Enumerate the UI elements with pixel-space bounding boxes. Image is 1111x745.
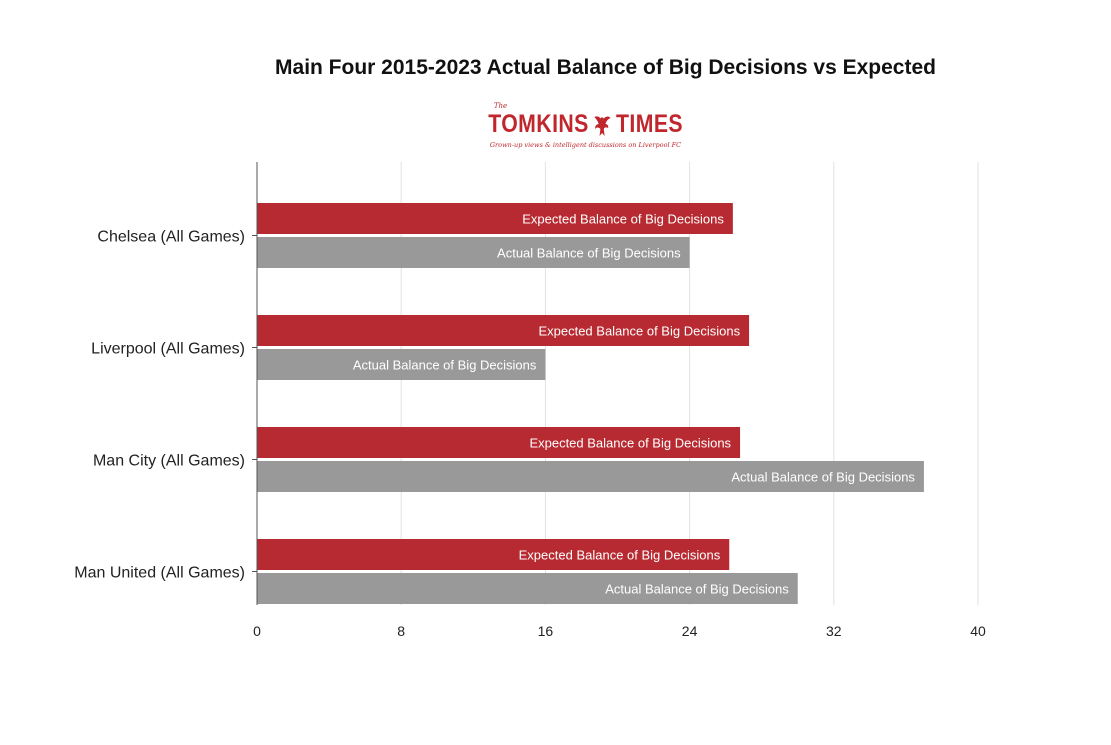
x-tick-label: 0 (253, 623, 261, 639)
expected-bar (257, 427, 741, 458)
chart-title: Main Four 2015-2023 Actual Balance of Bi… (275, 56, 936, 79)
bar-data-label: Actual Balance of Big Decisions (605, 582, 789, 597)
category-label: Man City (All Games) (93, 453, 245, 470)
x-tick-label: 40 (970, 623, 986, 639)
actual-bar (257, 237, 690, 268)
x-tick-label: 16 (538, 623, 554, 639)
category-label: Liverpool (All Games) (91, 341, 245, 358)
bar-data-label: Expected Balance of Big Decisions (538, 324, 740, 339)
x-tick-label: 32 (826, 623, 842, 639)
logo-top-text: The (493, 102, 508, 110)
tomkins-times-logo: The TOMKINS TIMES Grown-up views & intel… (0, 102, 1111, 149)
liver-bird-icon (594, 115, 611, 136)
logo-wordmark: TOMKINS TIMES (488, 110, 683, 139)
bar-data-label: Expected Balance of Big Decisions (522, 212, 724, 227)
expected-bar (257, 539, 730, 570)
bar-data-label: Expected Balance of Big Decisions (529, 436, 731, 451)
bar-data-label: Actual Balance of Big Decisions (353, 358, 537, 373)
category-label: Man United (All Games) (74, 565, 245, 582)
x-tick-label: 24 (682, 623, 698, 639)
actual-bar (257, 461, 924, 492)
actual-bar (257, 349, 546, 380)
logo-right-text: TIMES (615, 110, 683, 138)
bar-data-label: Actual Balance of Big Decisions (497, 246, 681, 261)
bar-data-label: Actual Balance of Big Decisions (731, 470, 915, 485)
logo-tagline: Grown-up views & intelligent discussions… (489, 141, 682, 149)
expected-bar (257, 315, 750, 346)
logo-left-text: TOMKINS (488, 110, 589, 138)
bar-data-label: Expected Balance of Big Decisions (519, 548, 721, 563)
actual-bar (257, 573, 798, 604)
expected-bar (257, 203, 733, 234)
x-tick-label: 8 (397, 623, 405, 639)
category-label: Chelsea (All Games) (97, 229, 245, 246)
